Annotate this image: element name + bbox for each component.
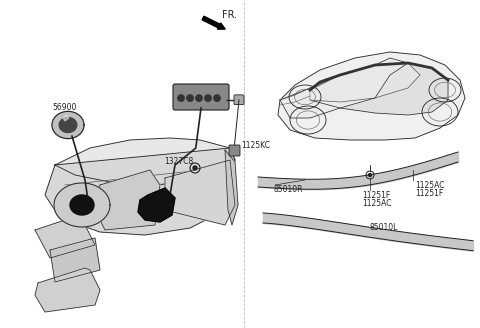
Polygon shape xyxy=(280,58,408,118)
Polygon shape xyxy=(70,195,94,215)
Circle shape xyxy=(214,95,220,101)
Text: 1327C8: 1327C8 xyxy=(164,157,193,167)
Polygon shape xyxy=(55,138,235,185)
Polygon shape xyxy=(54,183,110,227)
Polygon shape xyxy=(52,112,84,139)
Circle shape xyxy=(187,95,193,101)
Circle shape xyxy=(196,95,202,101)
Text: 56900: 56900 xyxy=(53,104,77,113)
Circle shape xyxy=(369,174,372,176)
FancyArrow shape xyxy=(202,16,225,29)
Polygon shape xyxy=(45,148,235,235)
Text: 11251F: 11251F xyxy=(415,189,443,197)
Text: 1125AC: 1125AC xyxy=(415,180,444,190)
Polygon shape xyxy=(35,268,100,312)
Polygon shape xyxy=(165,160,235,225)
Polygon shape xyxy=(72,197,92,213)
Polygon shape xyxy=(310,63,420,102)
Text: 1125AC: 1125AC xyxy=(362,198,392,208)
Text: 85010L: 85010L xyxy=(370,223,398,233)
Text: FR.: FR. xyxy=(222,10,237,20)
Polygon shape xyxy=(278,52,465,140)
Circle shape xyxy=(193,166,197,170)
Circle shape xyxy=(178,95,184,101)
Polygon shape xyxy=(35,215,95,258)
Polygon shape xyxy=(138,188,175,222)
Polygon shape xyxy=(95,170,160,230)
FancyBboxPatch shape xyxy=(234,95,244,105)
Polygon shape xyxy=(59,117,77,133)
Text: 85010R: 85010R xyxy=(273,186,302,195)
FancyBboxPatch shape xyxy=(229,145,240,156)
Text: 84530: 84530 xyxy=(173,98,197,108)
Circle shape xyxy=(205,95,211,101)
Polygon shape xyxy=(63,115,69,121)
FancyBboxPatch shape xyxy=(173,84,229,110)
Polygon shape xyxy=(50,238,100,282)
Text: 11251F: 11251F xyxy=(362,191,390,199)
Polygon shape xyxy=(310,63,448,115)
Polygon shape xyxy=(225,150,238,225)
Text: 1125KC: 1125KC xyxy=(241,140,270,150)
